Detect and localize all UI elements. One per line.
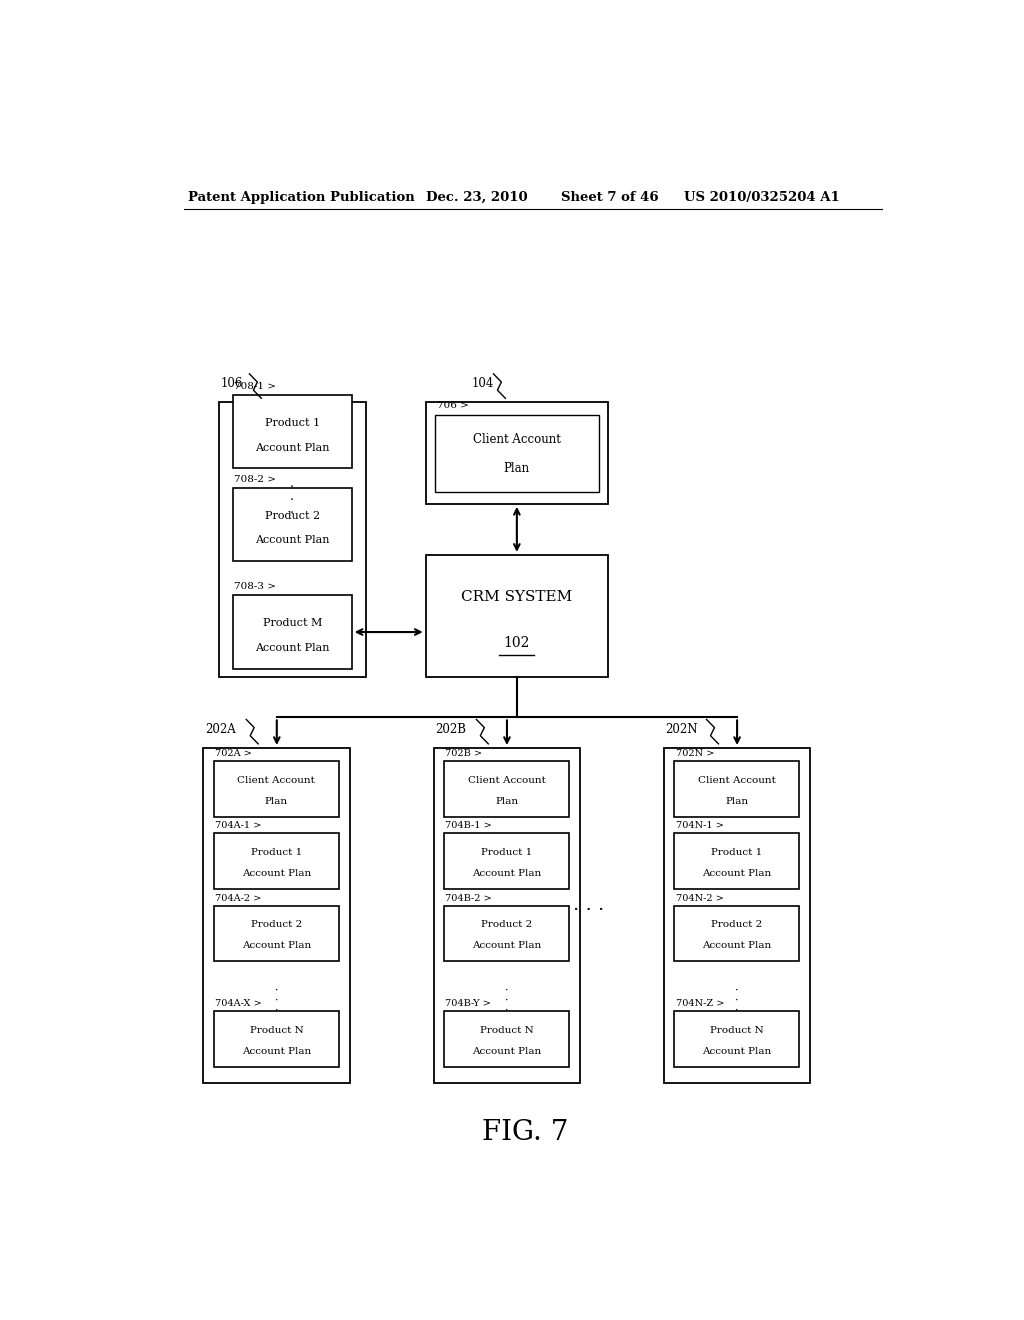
Text: Product 2: Product 2 [251,920,302,929]
Text: 702N >: 702N > [676,750,714,758]
Bar [674,906,800,961]
Text: FIG. 7: FIG. 7 [481,1118,568,1146]
Text: 702B >: 702B > [445,750,482,758]
Text: Plan: Plan [265,797,288,805]
Text: CRM SYSTEM: CRM SYSTEM [461,590,572,605]
Bar [435,414,599,492]
Text: US 2010/0325204 A1: US 2010/0325204 A1 [684,190,840,203]
Bar [232,595,352,669]
Text: Account Plan: Account Plan [242,869,311,878]
Text: 708-1 >: 708-1 > [234,383,276,391]
Text: Product 1: Product 1 [711,849,762,857]
Text: Dec. 23, 2010: Dec. 23, 2010 [426,190,527,203]
Bar [232,395,352,469]
Text: 106: 106 [221,378,244,391]
Text: 708-2 >: 708-2 > [234,475,276,483]
Text: Plan: Plan [504,462,530,475]
Text: 202A: 202A [205,723,236,735]
Text: 704A-X >: 704A-X > [215,999,262,1008]
Text: Product 2: Product 2 [265,511,319,520]
Text: Account Plan: Account Plan [472,941,541,950]
Text: 704N-1 >: 704N-1 > [676,821,724,830]
Text: Product 1: Product 1 [265,418,319,428]
Text: Account Plan: Account Plan [472,869,541,878]
Bar [443,762,569,817]
Text: Account Plan: Account Plan [702,1047,771,1056]
Text: 202B: 202B [435,723,466,735]
Text: 702A >: 702A > [215,750,252,758]
Text: Plan: Plan [495,797,518,805]
Text: Product 1: Product 1 [251,849,302,857]
Bar [443,833,569,888]
Text: 704B-2 >: 704B-2 > [445,894,493,903]
Bar [426,403,608,504]
Bar [214,906,339,961]
Text: Client Account: Client Account [468,776,546,785]
Text: Account Plan: Account Plan [472,1047,541,1056]
Text: Product M: Product M [262,618,322,628]
Text: 202N: 202N [666,723,697,735]
Text: 704B-Y >: 704B-Y > [445,999,492,1008]
Text: Account Plan: Account Plan [255,643,330,653]
Text: 708-3 >: 708-3 > [234,582,276,591]
Text: Product 1: Product 1 [481,849,532,857]
Text: 104: 104 [471,378,494,391]
Text: 704N-2 >: 704N-2 > [676,894,724,903]
Text: 704A-2 >: 704A-2 > [215,894,262,903]
Bar [426,554,608,677]
Text: Patent Application Publication: Patent Application Publication [187,190,415,203]
Bar [664,748,811,1084]
Text: Account Plan: Account Plan [242,1047,311,1056]
Text: Client Account: Client Account [697,776,775,785]
Text: Product 2: Product 2 [481,920,532,929]
Bar [674,1011,800,1067]
Text: Account Plan: Account Plan [702,869,771,878]
Bar [443,1011,569,1067]
Text: Account Plan: Account Plan [255,444,330,453]
Text: ·
·
·: · · · [274,986,279,1016]
Text: ·
·
·: · · · [291,482,294,520]
Text: Client Account: Client Account [238,776,315,785]
Bar [232,487,352,561]
Text: Product 2: Product 2 [711,920,762,929]
Text: 704B-1 >: 704B-1 > [445,821,493,830]
Text: Account Plan: Account Plan [702,941,771,950]
Text: Plan: Plan [725,797,749,805]
Bar [443,906,569,961]
Text: Account Plan: Account Plan [242,941,311,950]
Text: Client Account: Client Account [473,433,561,446]
Text: Account Plan: Account Plan [255,536,330,545]
Text: 706 >: 706 > [436,401,469,411]
Bar [214,762,339,817]
Bar [674,762,800,817]
Text: . . .: . . . [572,896,604,915]
Bar [433,748,581,1084]
Bar [219,403,367,677]
Text: 704A-1 >: 704A-1 > [215,821,262,830]
Bar [214,1011,339,1067]
Text: Product N: Product N [479,1026,534,1035]
Text: Product N: Product N [250,1026,303,1035]
Bar [214,833,339,888]
Bar [204,748,350,1084]
Text: ·
·
·: · · · [505,986,508,1016]
Text: Sheet 7 of 46: Sheet 7 of 46 [560,190,658,203]
Text: 102: 102 [504,636,530,649]
Text: Product N: Product N [710,1026,764,1035]
Bar [674,833,800,888]
Text: 704N-Z >: 704N-Z > [676,999,724,1008]
Text: ·
·
·: · · · [735,986,738,1016]
